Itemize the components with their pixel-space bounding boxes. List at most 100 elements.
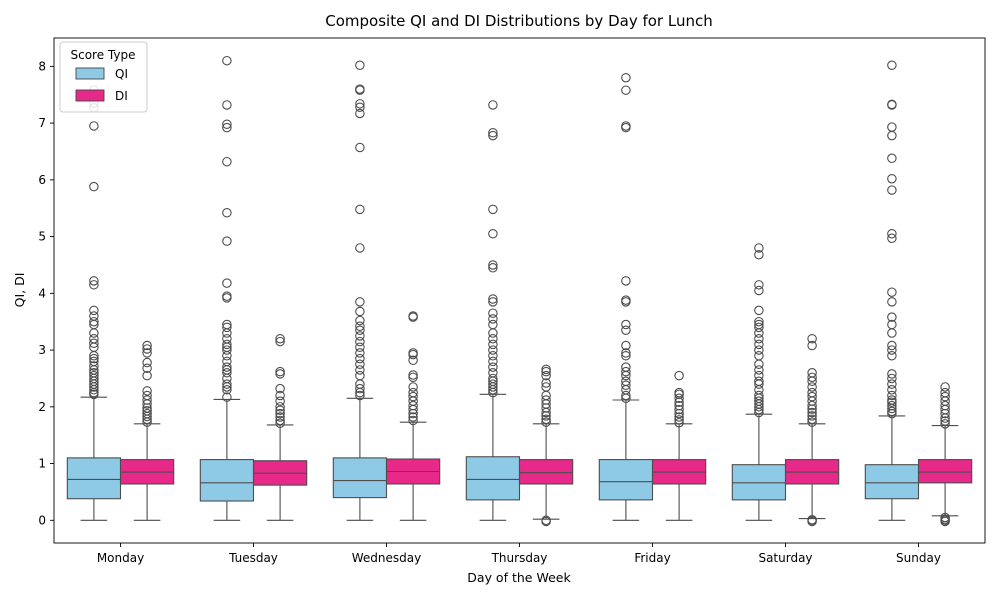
outlier-point: [142, 386, 152, 396]
outlier-point: [887, 99, 897, 110]
outlier-point: [887, 153, 897, 164]
outlier-point: [488, 294, 498, 304]
outlier-point: [488, 263, 498, 273]
outlier-point: [754, 280, 764, 290]
legend: Score Type QI DI: [59, 41, 148, 113]
outlier-point: [754, 250, 764, 260]
legend-label-di: DI: [115, 89, 128, 103]
outlier-point: [807, 382, 817, 392]
box-qi-monday: [66, 85, 122, 521]
outlier-point: [754, 333, 764, 344]
outlier-point: [754, 322, 764, 333]
box-qi-thursday: [465, 100, 521, 521]
outlier-point: [488, 356, 498, 367]
outlier-point: [940, 419, 950, 429]
outlier-point: [355, 84, 365, 94]
outlier-point: [222, 379, 232, 389]
outlier-point: [355, 353, 365, 364]
outlier-point: [355, 60, 365, 70]
outlier-point: [89, 361, 99, 371]
outlier-point: [275, 408, 285, 419]
outlier-point: [142, 395, 152, 405]
outlier-point: [142, 340, 152, 351]
outlier-point: [807, 368, 817, 378]
outlier-point: [621, 121, 631, 131]
outlier-point: [89, 368, 99, 378]
outlier-point: [355, 365, 365, 375]
outlier-point: [275, 383, 285, 394]
x-tick-label: Wednesday: [352, 551, 421, 565]
legend-label-qi: QI: [115, 67, 128, 81]
outlier-point: [355, 315, 365, 326]
outlier-point: [89, 370, 99, 381]
outlier-point: [621, 390, 631, 401]
outlier-point: [355, 297, 365, 307]
outlier-point: [142, 390, 152, 401]
outlier-point: [89, 353, 99, 364]
outlier-point: [408, 311, 418, 321]
outlier-point: [89, 311, 99, 321]
outlier-point: [887, 60, 897, 70]
outlier-point: [488, 339, 498, 350]
outlier-point: [89, 121, 99, 131]
iqr-box: [518, 459, 574, 485]
box-di-saturday: [784, 333, 840, 527]
outlier-point: [89, 276, 99, 286]
outlier-point: [940, 416, 950, 426]
outlier-point: [887, 395, 897, 405]
outlier-point: [408, 370, 418, 380]
x-tick-label: Sunday: [896, 551, 941, 565]
outlier-point: [887, 373, 897, 384]
outlier-point: [408, 400, 418, 411]
outlier-point: [275, 405, 285, 415]
y-tick-label: 7: [38, 116, 46, 130]
outlier-point: [222, 100, 232, 110]
outlier-point: [674, 387, 684, 398]
box-qi-saturday: [731, 243, 787, 521]
outlier-point: [621, 366, 631, 377]
outlier-point: [674, 370, 684, 381]
outlier-point: [89, 181, 99, 192]
outlier-point: [222, 156, 232, 167]
outlier-point: [355, 342, 365, 352]
outlier-point: [275, 415, 285, 426]
outlier-point: [887, 229, 897, 239]
outlier-point: [887, 122, 897, 132]
outlier-point: [807, 391, 817, 402]
outlier-point: [807, 340, 817, 351]
outlier-point: [887, 397, 897, 408]
outlier-point: [488, 373, 498, 384]
outlier-point: [940, 400, 950, 411]
outlier-point: [488, 328, 498, 338]
outlier-point: [222, 291, 232, 301]
outlier-point: [807, 387, 817, 398]
outlier-point: [887, 406, 897, 417]
iqr-box: [465, 456, 521, 501]
y-tick-label: 6: [38, 173, 46, 187]
outlier-point: [541, 417, 551, 427]
outlier-point: [887, 400, 897, 411]
outlier-point: [754, 305, 764, 316]
outlier-point: [275, 418, 285, 429]
outlier-point: [887, 328, 897, 338]
outlier-point: [222, 385, 232, 395]
x-tick-label: Thursday: [491, 551, 548, 565]
outlier-point: [488, 297, 498, 307]
outlier-point: [887, 379, 897, 389]
legend-swatch-qi: [75, 67, 105, 80]
outlier-point: [754, 345, 764, 355]
outlier-point: [488, 128, 498, 138]
outlier-point: [754, 339, 764, 350]
outlier-point: [89, 356, 99, 367]
outlier-point: [807, 417, 817, 427]
y-axis: 0 1 2 3 4 5 6 7 8: [38, 59, 54, 527]
box-di-tuesday: [252, 333, 308, 521]
outlier-point: [355, 108, 365, 119]
outlier-point: [887, 351, 897, 361]
outlier-point: [488, 368, 498, 378]
outlier-point: [887, 173, 897, 184]
outlier-point: [355, 336, 365, 347]
outlier-point: [807, 407, 817, 418]
outlier-point: [674, 417, 684, 428]
y-tick-label: 2: [38, 400, 46, 414]
